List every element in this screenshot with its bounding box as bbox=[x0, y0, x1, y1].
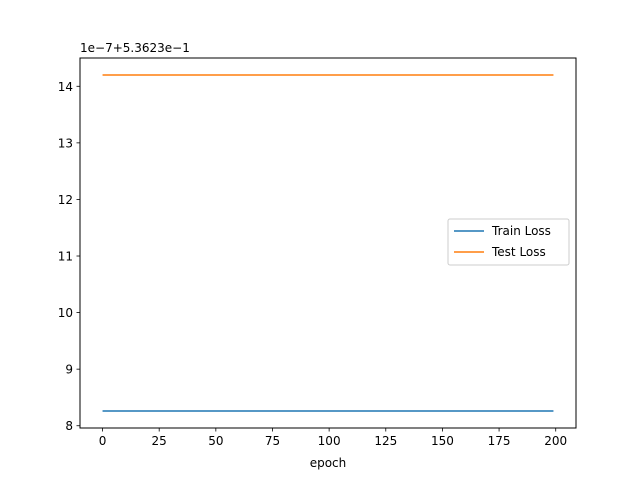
x-tick-label-25: 25 bbox=[152, 434, 167, 448]
offset-label: 1e−7+5.3623e−1 bbox=[80, 41, 190, 55]
x-axis-label: epoch bbox=[310, 456, 347, 470]
x-tick-label-50: 50 bbox=[208, 434, 223, 448]
x-tick-label-200: 200 bbox=[544, 434, 567, 448]
y-tick-label-13: 13 bbox=[58, 136, 73, 150]
x-tick-label-0: 0 bbox=[99, 434, 107, 448]
x-tick-label-125: 125 bbox=[374, 434, 397, 448]
plot-area bbox=[102, 74, 554, 412]
x-axis: 0 25 50 75 100 125 150 175 200 bbox=[99, 428, 567, 448]
x-tick-label-100: 100 bbox=[318, 434, 341, 448]
legend-label-test-loss: Test Loss bbox=[491, 245, 546, 259]
y-axis: 8 9 10 11 12 13 14 bbox=[58, 80, 80, 433]
y-tick-label-11: 11 bbox=[58, 250, 73, 264]
y-tick-label-10: 10 bbox=[58, 306, 73, 320]
y-tick-label-14: 14 bbox=[58, 80, 73, 94]
legend: Train Loss Test Loss bbox=[447, 218, 570, 266]
legend-label-train-loss: Train Loss bbox=[491, 224, 551, 238]
y-tick-label-12: 12 bbox=[58, 193, 73, 207]
y-tick-label-8: 8 bbox=[65, 419, 73, 433]
x-tick-label-175: 175 bbox=[488, 434, 511, 448]
y-tick-label-9: 9 bbox=[65, 363, 73, 377]
x-tick-label-150: 150 bbox=[431, 434, 454, 448]
axes-frame bbox=[79, 57, 577, 429]
x-tick-label-75: 75 bbox=[265, 434, 280, 448]
